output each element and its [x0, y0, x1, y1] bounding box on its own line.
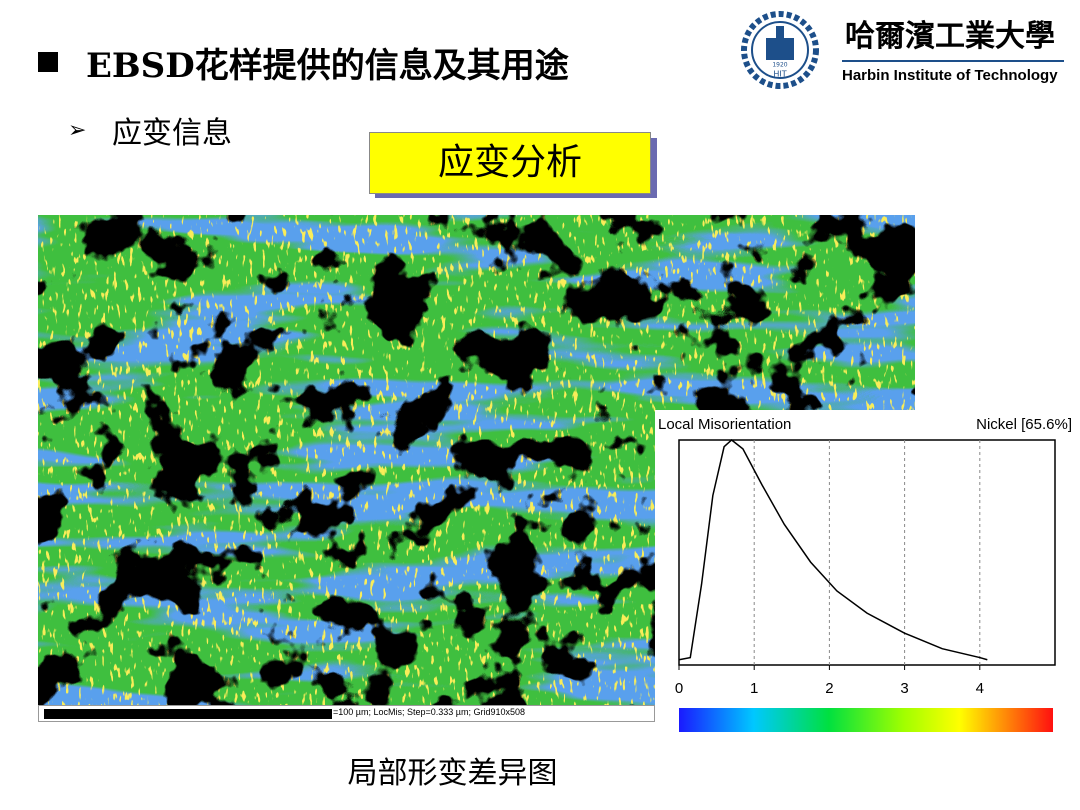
curve [678, 439, 988, 661]
x-tick-label: 3 [900, 680, 908, 697]
emblem-gear [741, 11, 819, 89]
x-tick-label: 0 [675, 680, 683, 697]
emblem-building [766, 38, 794, 60]
x-tick-label: 2 [825, 680, 833, 697]
title-bullet [38, 52, 58, 72]
scale-text: =100 µm; LocMis; Step=0.333 µm; Grid910x… [333, 707, 525, 717]
logo-en: Harbin Institute of Technology [842, 67, 1058, 84]
logo: 1920 HIT 哈爾濱工業大學 Harbin Institute of Tec… [741, 11, 1064, 89]
x-tick-label: 1 [750, 680, 758, 697]
box-label: 应变分析 [369, 132, 651, 194]
inset-chart: Local Misorientation Nickel [65.6%] 0 1 2 3… [655, 410, 1075, 732]
caption: 局部形变差异图 [347, 756, 558, 791]
bullet-text: 应变信息 [112, 116, 232, 151]
bullet-arrow: ➢ [68, 118, 87, 143]
chart-subtitle: Nickel [65.6%] [976, 416, 1072, 433]
slide-title: EBSD花样提供的信息及其用途 [86, 46, 569, 86]
chart-title: Local Misorientation [658, 416, 791, 433]
scale-bar [44, 709, 332, 719]
plot-frame [678, 439, 1056, 666]
color-bar [679, 708, 1053, 732]
x-tick-label: 4 [976, 680, 984, 697]
logo-rule [842, 60, 1064, 62]
emblem-tower [776, 26, 784, 40]
emblem-year: 1920 [772, 62, 787, 69]
logo-cn: 哈爾濱工業大學 [845, 19, 1055, 54]
emblem-text: HIT [773, 70, 786, 79]
